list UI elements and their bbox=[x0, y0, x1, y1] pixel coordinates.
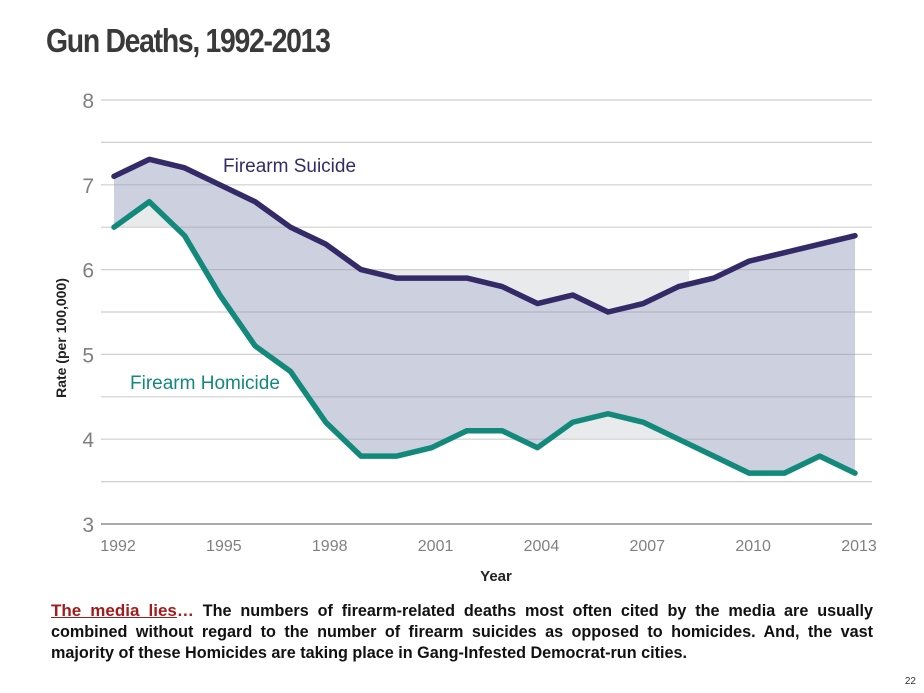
caption-body: The numbers of firearm-related deaths mo… bbox=[51, 602, 873, 662]
y-tick-label: 5 bbox=[82, 344, 94, 367]
series-line-suicide bbox=[111, 156, 858, 315]
x-tick-label: 2013 bbox=[841, 538, 877, 555]
slide-caption: The media lies… The numbers of firearm-r… bbox=[51, 600, 873, 664]
y-axis-ticks: 3 4 5 6 7 8 bbox=[82, 90, 94, 537]
y-tick-label: 7 bbox=[82, 175, 94, 198]
x-tick-label: 2007 bbox=[629, 538, 665, 555]
series-line-homicide bbox=[111, 199, 858, 476]
series-label-suicide: Firearm Suicide bbox=[223, 156, 356, 177]
y-tick-label: 6 bbox=[82, 260, 94, 283]
x-axis-ticks: 1992 1995 1998 2001 2004 2007 2010 2013 bbox=[100, 538, 877, 555]
caption-lead-ellipsis: … bbox=[176, 601, 194, 620]
mask-above bbox=[114, 100, 855, 312]
series-lines bbox=[111, 156, 858, 476]
caption-lead-link-text: The media lies bbox=[51, 601, 177, 620]
y-tick-label: 8 bbox=[82, 90, 94, 113]
x-tick-label: 2010 bbox=[735, 538, 771, 555]
y-axis-title: Rate (per 100,000) bbox=[53, 278, 69, 398]
x-axis-title: Year bbox=[480, 568, 512, 585]
chart-title: Gun Deaths, 1992-2013 bbox=[46, 22, 331, 59]
area-between-series bbox=[114, 159, 855, 474]
x-tick-label: 2001 bbox=[418, 538, 454, 555]
y-tick-label: 4 bbox=[82, 429, 94, 452]
caption-lead: The media lies… bbox=[51, 601, 194, 620]
x-tick-label: 1992 bbox=[100, 538, 136, 555]
y-tick-label: 3 bbox=[82, 514, 94, 537]
x-tick-label: 2004 bbox=[524, 538, 560, 555]
x-tick-label: 1998 bbox=[312, 538, 348, 555]
series-label-homicide: Firearm Homicide bbox=[130, 373, 280, 394]
page-number: 22 bbox=[904, 676, 916, 687]
x-tick-label: 1995 bbox=[206, 538, 242, 555]
